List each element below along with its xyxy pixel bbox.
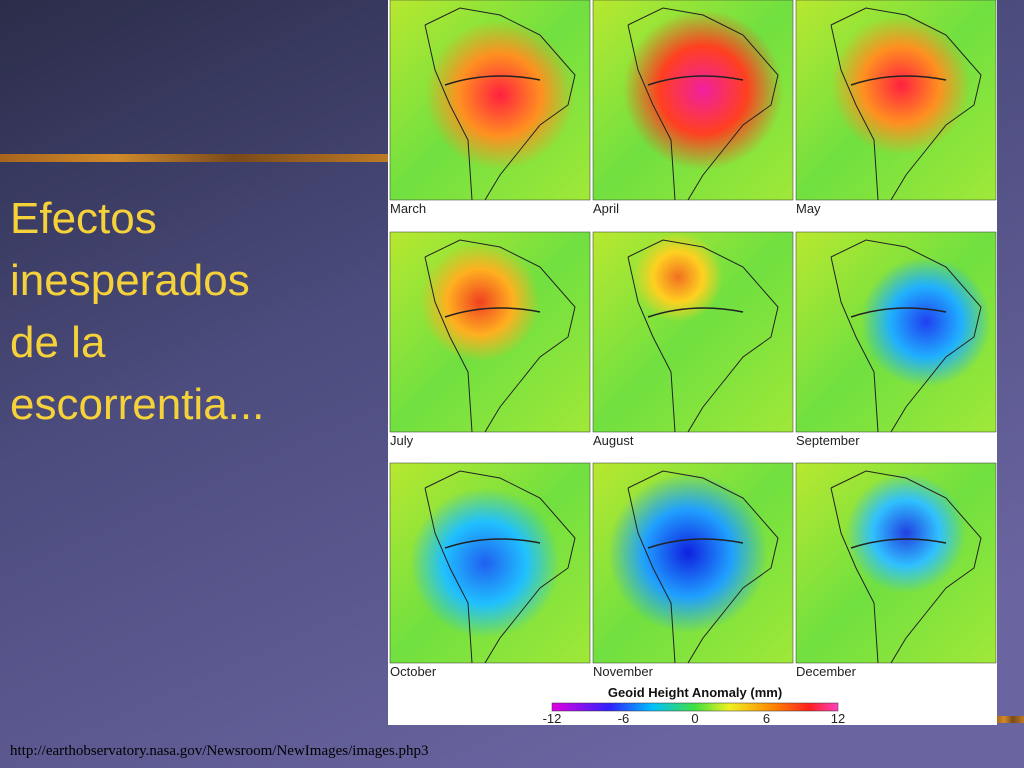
coastline	[627, 470, 779, 664]
title-line: Efectos	[10, 194, 157, 243]
coastline	[424, 239, 576, 433]
panel-label: May	[796, 201, 821, 216]
anomaly	[861, 257, 991, 387]
rivers	[444, 75, 541, 86]
rivers	[647, 538, 744, 549]
title: Efectos inesperados de la escorrentia...	[10, 194, 264, 429]
title-line: inesperados	[10, 256, 250, 305]
coastline	[830, 470, 982, 664]
anomaly	[410, 488, 560, 638]
panel-border	[592, 0, 794, 201]
source-link: http://earthobservatory.nasa.gov/Newsroo…	[10, 743, 429, 759]
stripe	[0, 154, 390, 162]
map-panel: November	[592, 462, 794, 679]
map-panel: March	[389, 0, 591, 216]
map-grid: March April May July August September October N…	[389, 0, 997, 679]
panel-label: August	[593, 433, 634, 448]
panel-label: July	[390, 433, 414, 448]
colorbar-tick-label: -12	[543, 711, 562, 726]
map-panel: December	[795, 462, 997, 679]
map-panel: September	[795, 231, 997, 448]
rivers	[647, 75, 744, 86]
panel-label: November	[593, 664, 654, 679]
map-panel: April	[592, 0, 794, 216]
title-line: de la	[10, 318, 106, 367]
anomaly	[420, 242, 540, 362]
rivers	[850, 75, 947, 86]
map-panel: August	[592, 231, 794, 448]
panel-label: April	[593, 201, 619, 216]
panel-border	[592, 231, 794, 433]
coastline	[424, 470, 576, 664]
panel-label: October	[390, 664, 437, 679]
coastline	[830, 239, 982, 433]
panel-border	[389, 231, 591, 433]
colorbar-tick-label: 12	[831, 711, 845, 726]
rivers	[850, 538, 947, 549]
rivers	[444, 307, 541, 318]
anomaly	[425, 20, 575, 170]
map-panel: July	[389, 231, 591, 448]
panel-border	[795, 462, 997, 664]
colorbar-ticks: -12 -6 0 6 12	[543, 711, 846, 726]
panel-border	[389, 462, 591, 664]
coastline	[424, 7, 576, 201]
colorbar-title: Geoid Height Anomaly (mm)	[608, 685, 782, 700]
colorbar-tick-label: 6	[763, 711, 770, 726]
anomaly	[846, 473, 966, 593]
panel-label: December	[796, 664, 857, 679]
colorbar-tick-label: 0	[691, 711, 698, 726]
panel-border	[592, 462, 794, 664]
panel-label: March	[390, 201, 426, 216]
coastline	[627, 239, 779, 433]
coastline	[830, 7, 982, 201]
anomaly	[633, 232, 723, 322]
anomaly	[623, 10, 783, 170]
anomaly	[608, 473, 768, 633]
panel-border	[795, 0, 997, 201]
map-panel: October	[389, 462, 591, 679]
coastline	[627, 7, 779, 201]
rivers	[850, 307, 947, 318]
colorbar-tick-label: -6	[618, 711, 630, 726]
stripe	[996, 716, 1024, 723]
rivers	[444, 538, 541, 549]
rivers	[647, 307, 744, 318]
panel-border	[389, 0, 591, 201]
title-line: escorrentia...	[10, 380, 264, 429]
map-panel: May	[795, 0, 997, 216]
colorbar	[551, 702, 839, 712]
anomaly	[831, 15, 971, 155]
panel-border	[795, 231, 997, 433]
panel-label: September	[796, 433, 860, 448]
